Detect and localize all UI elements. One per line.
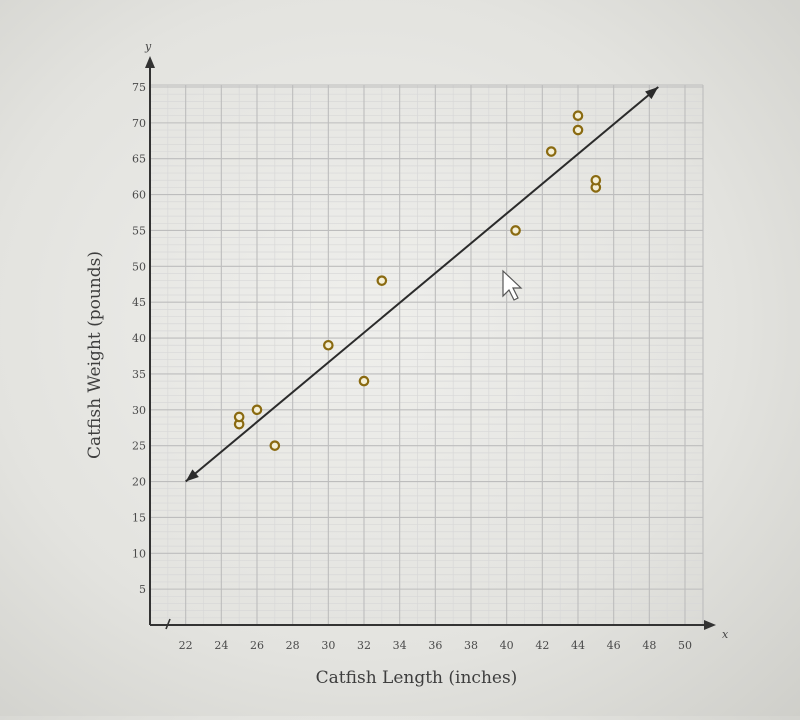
x-tick-label: 46 [607, 639, 621, 652]
x-tick-label: 26 [250, 639, 264, 652]
data-point [572, 124, 584, 136]
trend-line [185, 86, 659, 483]
data-point [545, 146, 557, 157]
x-tick-label: 24 [214, 639, 228, 652]
y-tick-label: 15 [132, 511, 146, 524]
y-axis-title: Catfish Weight (pounds) [85, 251, 105, 459]
x-axis-arrow-icon [704, 620, 716, 630]
data-point [358, 375, 370, 387]
trend-line-arrow-start-icon [185, 469, 199, 482]
y-tick-label: 75 [132, 81, 146, 94]
data-point [251, 404, 263, 416]
y-tick-label: 40 [132, 332, 146, 345]
x-tick-label: 42 [535, 639, 549, 652]
x-tick-label: 48 [642, 639, 656, 652]
y-axis-letter: y [144, 40, 152, 53]
y-tick-label: 10 [132, 547, 146, 560]
x-axis-title: Catfish Length (inches) [316, 668, 518, 688]
data-point [269, 440, 281, 451]
y-tick-labels: 5 10 15 20 25 30 35 40 45 50 55 60 65 70 75 [132, 81, 146, 596]
y-tick-label: 55 [132, 224, 146, 237]
data-point [323, 339, 334, 351]
data-point [376, 275, 388, 286]
cursor-shape [502, 269, 523, 301]
data-point [590, 174, 602, 186]
data-points [233, 110, 602, 451]
y-tick-label: 45 [132, 296, 146, 309]
x-tick-labels: 22 24 26 28 30 32 34 36 38 40 42 44 46 48 50 [179, 639, 692, 652]
x-tick-label: 38 [464, 639, 478, 652]
x-tick-label: 30 [321, 639, 335, 652]
data-point [572, 110, 584, 121]
y-tick-label: 50 [132, 260, 146, 273]
y-tick-label: 30 [132, 404, 146, 417]
axis-break-icon [165, 618, 171, 630]
trend-line-segment [185, 86, 659, 483]
x-tick-label: 34 [393, 639, 407, 652]
y-tick-label: 25 [132, 440, 146, 453]
y-tick-label: 70 [132, 117, 146, 130]
mouse-cursor-icon [502, 269, 523, 301]
y-tick-label: 5 [139, 583, 146, 596]
x-tick-label: 44 [571, 639, 585, 652]
y-axis-arrow-icon [145, 56, 155, 68]
x-axis-letter: x [722, 628, 729, 641]
trend-line-arrow-end-icon [645, 87, 659, 100]
x-tick-label: 28 [286, 639, 300, 652]
y-tick-label: 35 [132, 368, 146, 381]
x-tick-label: 36 [428, 639, 442, 652]
x-tick-label: 50 [678, 639, 692, 652]
y-tick-label: 20 [132, 476, 146, 489]
y-tick-label: 65 [132, 153, 146, 166]
y-tick-label: 60 [132, 189, 146, 202]
grid-lines [150, 84, 704, 625]
x-tick-label: 40 [500, 639, 514, 652]
axes [145, 56, 716, 630]
x-tick-label: 22 [179, 639, 193, 652]
data-point [233, 411, 245, 423]
x-tick-label: 32 [357, 639, 371, 652]
data-point [510, 225, 521, 236]
